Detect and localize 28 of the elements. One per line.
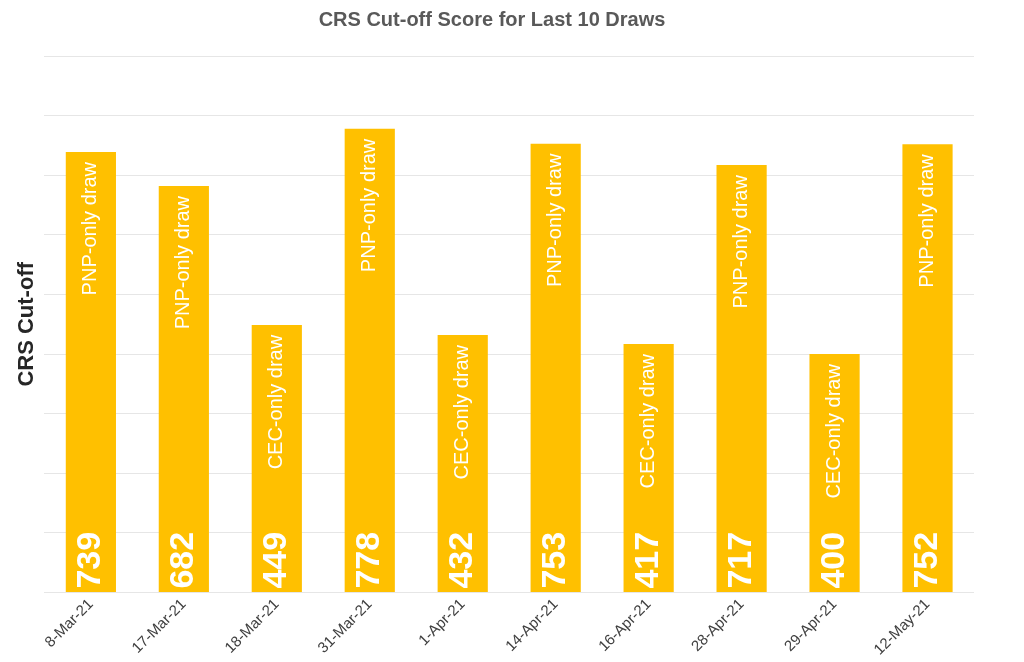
bar [902, 144, 953, 593]
bar [530, 143, 581, 593]
data-label: 417 [627, 531, 666, 589]
data-label: 778 [348, 531, 387, 589]
data-label: 739 [69, 531, 108, 589]
annotation: PNP-only draw [78, 161, 101, 296]
bar [716, 165, 767, 593]
bar [344, 128, 395, 593]
data-label: 682 [162, 531, 201, 589]
data-label: 400 [812, 531, 851, 589]
data-label: 752 [905, 531, 944, 589]
annotation: CEC-only draw [264, 334, 287, 470]
annotation: PNP-only draw [915, 153, 938, 288]
annotation: PNP-only draw [729, 174, 752, 309]
data-label: 432 [441, 531, 480, 589]
bar [158, 185, 209, 593]
data-label: 449 [255, 531, 294, 589]
annotation: CEC-only draw [450, 344, 473, 480]
annotation: PNP-only draw [357, 138, 380, 273]
annotation: CEC-only draw [822, 363, 845, 499]
data-label: 717 [719, 531, 758, 589]
chart-title: CRS Cut-off Score for Last 10 Draws [318, 7, 666, 30]
y-axis-title: CRS Cut-off [13, 261, 39, 387]
annotation: PNP-only draw [171, 195, 194, 330]
bar [65, 151, 116, 593]
annotation: CEC-only draw [636, 353, 659, 489]
data-label: 753 [534, 531, 573, 589]
annotation: PNP-only draw [543, 153, 566, 288]
